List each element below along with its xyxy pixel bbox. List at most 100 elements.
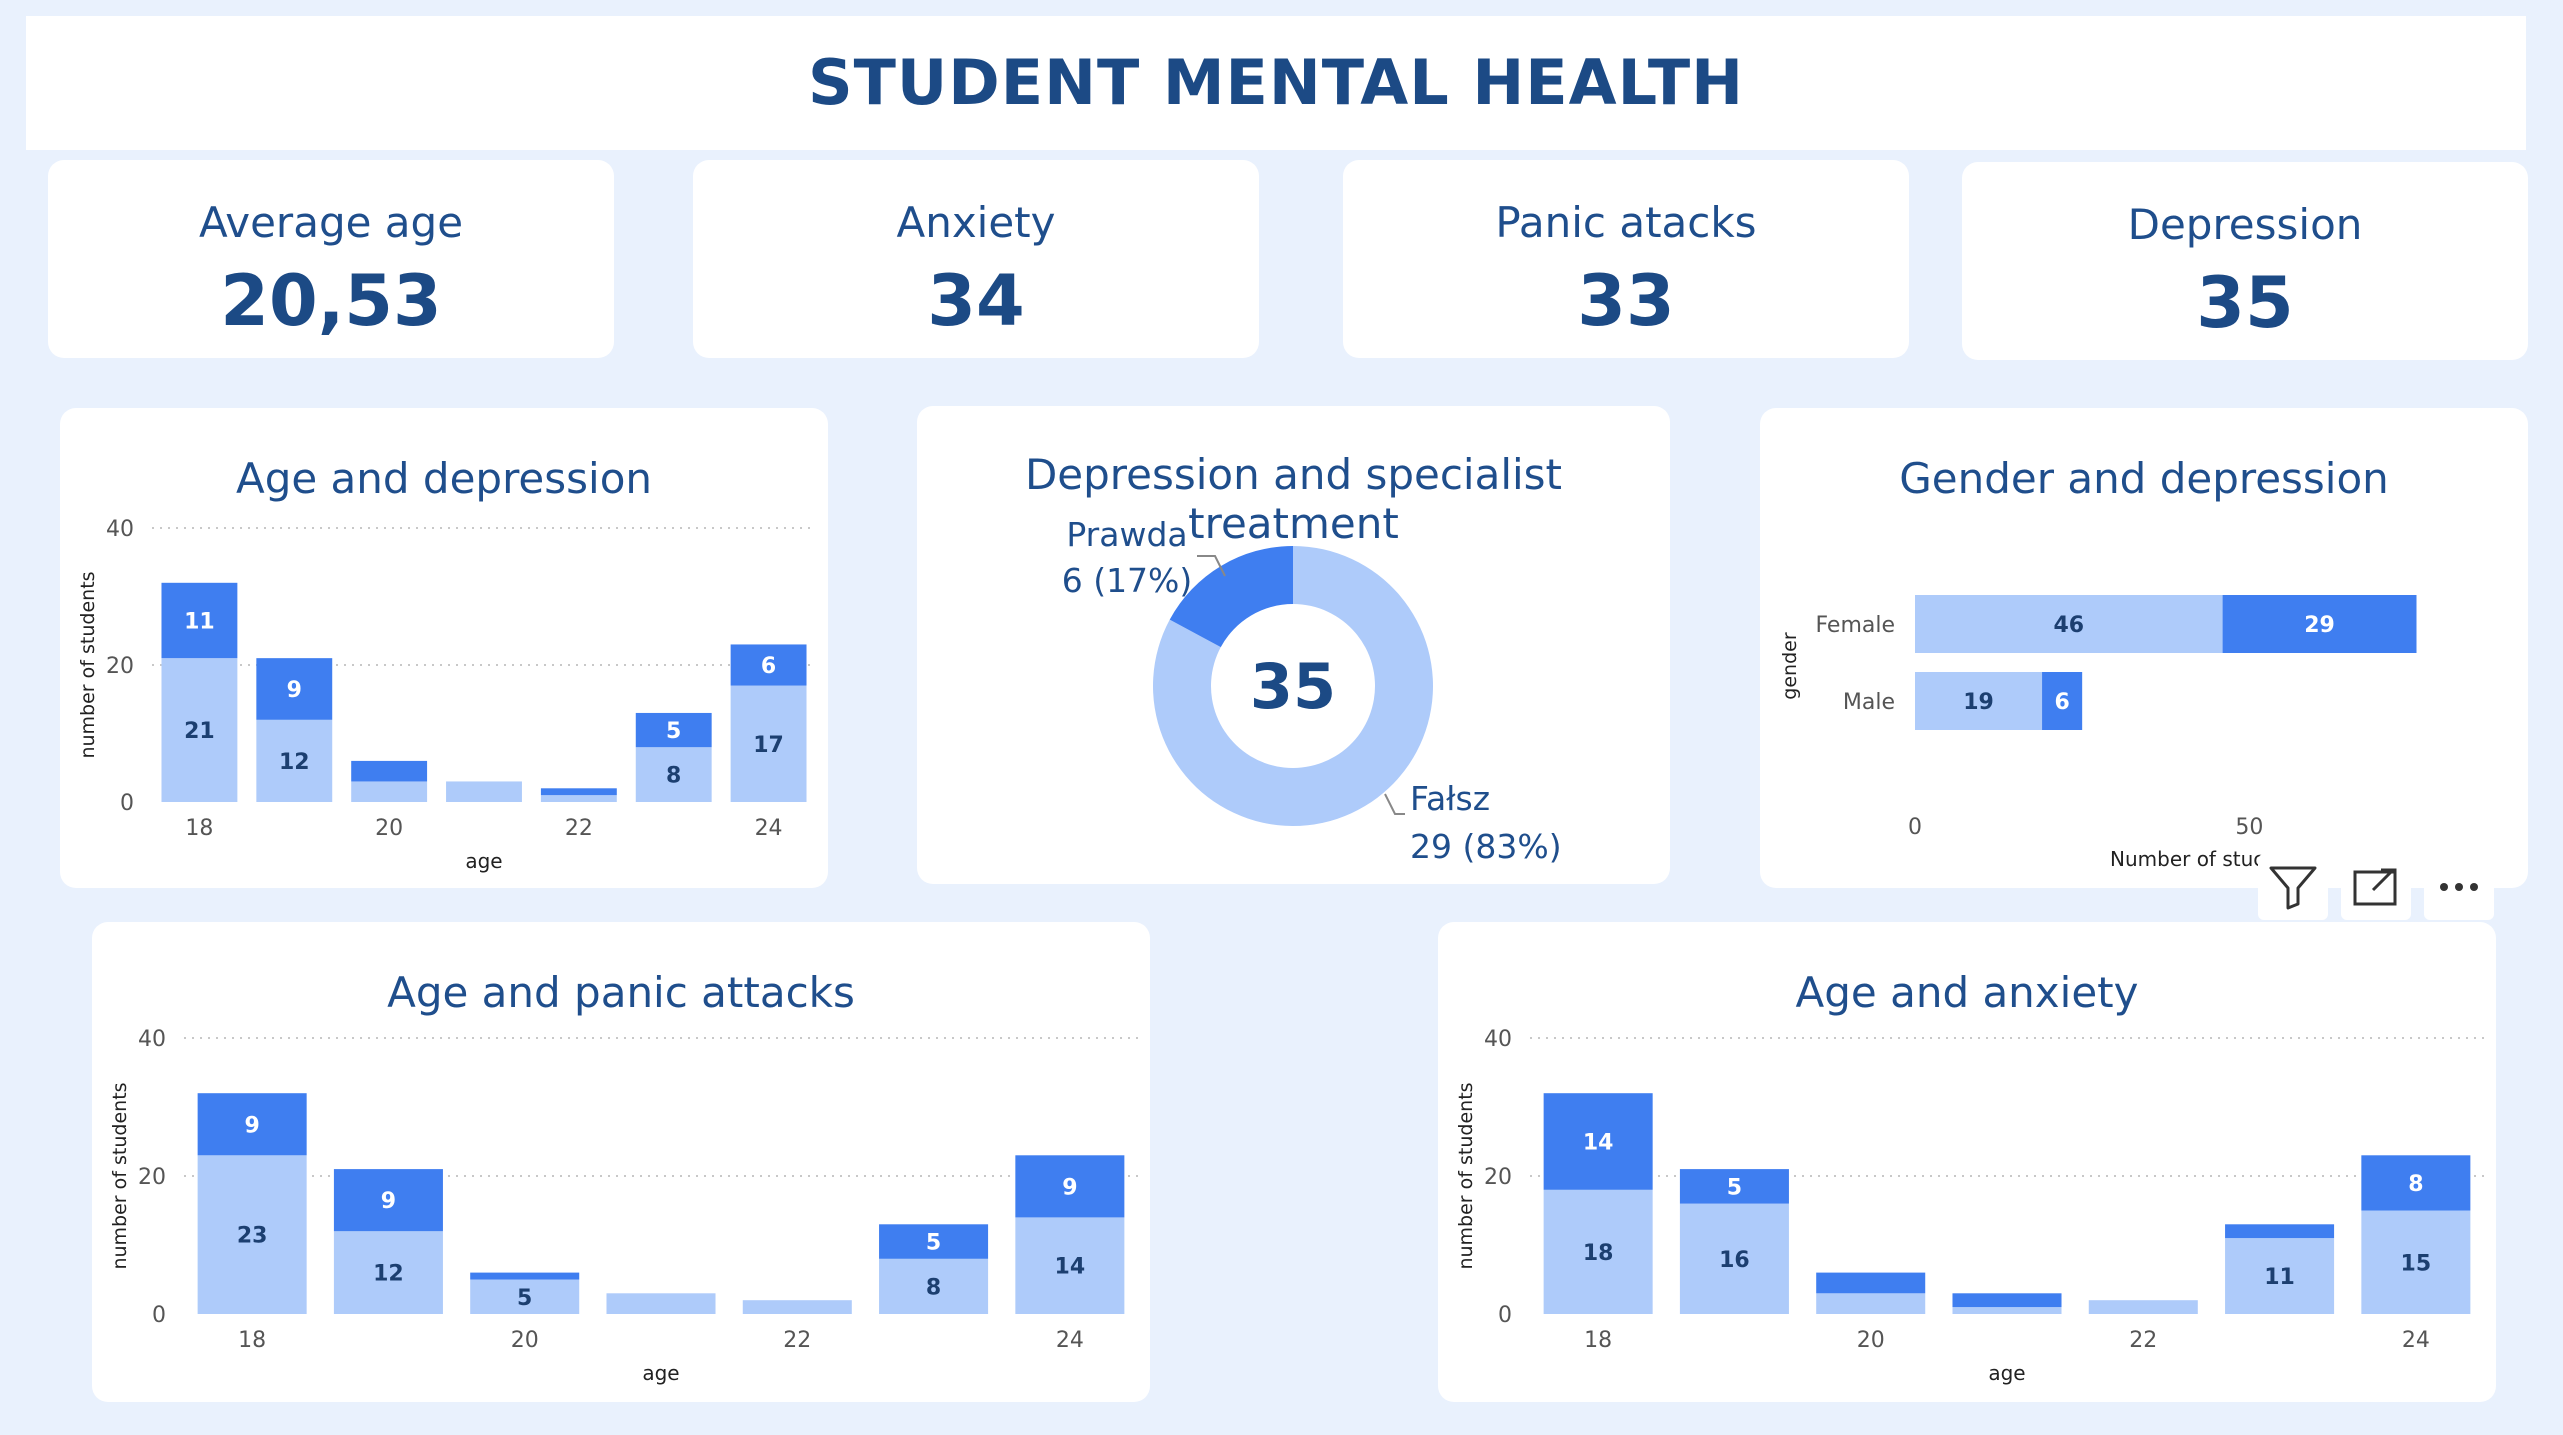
data-label: 8 (2408, 1172, 2423, 1197)
kpi-card-depression[interactable]: Depression 35 (1962, 162, 2528, 360)
chart-title: Age and depression (235, 454, 653, 503)
data-label: 8 (666, 764, 681, 789)
data-label: 8 (926, 1275, 941, 1300)
bar-segment-20-s0 (351, 781, 428, 802)
bar-segment-20-s0 (470, 1279, 580, 1314)
focus-mode-icon (2353, 868, 2397, 906)
bar-segment-23-s1 (879, 1224, 989, 1259)
bar-segment-23-s1 (635, 712, 712, 748)
y-axis-title: number of students (109, 1082, 131, 1269)
x-tick-label: 50 (2235, 815, 2263, 840)
chart-card-age-depression[interactable]: Age and depression 0 20 40 21 11 18 12 9 20 22 8 5 1… (60, 408, 828, 888)
x-axis-title: age (642, 1361, 679, 1385)
bar-segment-19-s1 (1679, 1169, 1789, 1204)
x-tick-label: 0 (1908, 815, 1922, 840)
bar-segment-18-s1 (197, 1093, 307, 1156)
bar-segment-female-s1 (2222, 595, 2417, 653)
x-tick-label: 18 (185, 816, 213, 841)
y-tick-label: 0 (120, 791, 134, 816)
chart-card-age-panic[interactable]: Age and panic attacks 0 20 40 23 9 18 12 9 5 20 22… (92, 922, 1150, 1402)
x-tick-label: 18 (1584, 1328, 1612, 1353)
bar-segment-22-s0 (2088, 1300, 2198, 1314)
chart-title: Age and panic attacks (387, 968, 855, 1017)
data-label: 6 (761, 654, 776, 679)
kpi-label: Anxiety (896, 198, 1056, 247)
bar-segment-20-s0 (1816, 1293, 1926, 1314)
data-label: 18 (1583, 1241, 1614, 1266)
bar-segment-24-s0 (730, 685, 807, 802)
bar-segment-22-s1 (540, 788, 617, 796)
data-label: 9 (244, 1113, 259, 1138)
kpi-label: Panic atacks (1495, 198, 1757, 247)
x-tick-label: 24 (2402, 1328, 2430, 1353)
bar-segment-20-s1 (351, 760, 428, 782)
x-tick-label: 20 (1857, 1328, 1885, 1353)
data-label: 46 (2053, 613, 2084, 638)
chart-card-depression-treatment[interactable]: Depression and specialist treatment 35 Pr… (917, 406, 1670, 884)
bar-segment-24-s1 (730, 644, 807, 686)
bar-segment-24-s0 (1015, 1217, 1125, 1314)
gender-depression-chart: 46 29 Female 19 6 Male 0 50 Number of stuc gender (1779, 595, 2417, 871)
bar-segment-19-s0 (256, 719, 333, 802)
data-label: 5 (517, 1286, 532, 1311)
bar-segment-24-s1 (2361, 1155, 2471, 1211)
slice-label-value: 6 (17%) (1062, 561, 1193, 600)
visual-header-toolbar (2258, 854, 2494, 920)
kpi-value: 34 (927, 260, 1025, 342)
y-category-label: Female (1815, 613, 1895, 638)
y-tick-label: 20 (106, 654, 134, 679)
chart-card-age-anxiety[interactable]: Age and anxiety 0 20 40 18 14 18 16 5 20 22 11 15 8 2… (1438, 922, 2496, 1402)
data-label: 17 (753, 733, 784, 758)
bar-segment-23-s1 (2225, 1224, 2335, 1239)
bar-segment-19-s0 (333, 1231, 443, 1314)
donut-slice-prawda (1169, 546, 1293, 648)
x-axis-title: age (465, 849, 502, 873)
bar-segment-23-s0 (635, 747, 712, 802)
bar-segment-23-s0 (2225, 1238, 2335, 1314)
bar-segment-23-s0 (879, 1258, 989, 1314)
leader-line (1384, 793, 1405, 815)
y-axis-title: number of students (1455, 1082, 1477, 1269)
kpi-card-average-age[interactable]: Average age 20,53 (48, 160, 614, 358)
y-tick-label: 20 (1484, 1165, 1512, 1190)
bar-segment-20-s1 (470, 1272, 580, 1280)
bar-segment-male-s1 (2042, 672, 2083, 730)
kpi-card-anxiety[interactable]: Anxiety 34 (693, 160, 1259, 358)
data-label: 12 (279, 750, 310, 775)
bar-segment-18-s0 (197, 1155, 307, 1314)
y-tick-label: 0 (152, 1303, 166, 1328)
data-label: 9 (287, 678, 302, 703)
filter-button[interactable] (2258, 854, 2328, 920)
bar-segment-22-s0 (742, 1300, 852, 1314)
x-axis-title: Number of stuc (2110, 847, 2264, 871)
bar-segment-19-s1 (256, 658, 333, 720)
bar-segment-20-s1 (1816, 1272, 1926, 1294)
data-label: 14 (1055, 1255, 1086, 1280)
data-label: 21 (184, 719, 215, 744)
x-tick-label: 18 (238, 1328, 266, 1353)
y-axis-title: number of students (77, 571, 99, 758)
kpi-card-panic-attacks[interactable]: Panic atacks 33 (1343, 160, 1909, 358)
bar-segment-22-s0 (540, 795, 617, 802)
x-tick-label: 22 (783, 1328, 811, 1353)
focus-mode-button[interactable] (2341, 854, 2411, 920)
chart-title: Gender and depression (1899, 454, 2389, 503)
y-tick-label: 20 (138, 1165, 166, 1190)
data-label: 16 (1719, 1248, 1750, 1273)
data-label: 14 (1583, 1131, 1614, 1156)
data-label: 11 (2264, 1265, 2295, 1290)
slice-label-value: 29 (83%) (1410, 827, 1562, 866)
donut-center-value: 35 (1250, 650, 1336, 723)
bar-segment-female-s0 (1915, 595, 2223, 653)
page-title: STUDENT MENTAL HEALTH (807, 46, 1744, 119)
more-options-button[interactable] (2424, 854, 2494, 920)
x-tick-label: 24 (755, 816, 783, 841)
donut-slice-falsz (1153, 546, 1433, 826)
y-tick-label: 40 (138, 1027, 166, 1052)
chart-card-gender-depression[interactable]: Gender and depression 46 29 Female 19 6 Male 0… (1760, 408, 2528, 888)
bar-segment-18-s1 (161, 582, 238, 659)
data-label: 29 (2304, 613, 2335, 638)
data-label: 5 (926, 1231, 941, 1256)
kpi-value: 20,53 (220, 260, 442, 342)
bar-segment-24-s0 (2361, 1210, 2471, 1314)
